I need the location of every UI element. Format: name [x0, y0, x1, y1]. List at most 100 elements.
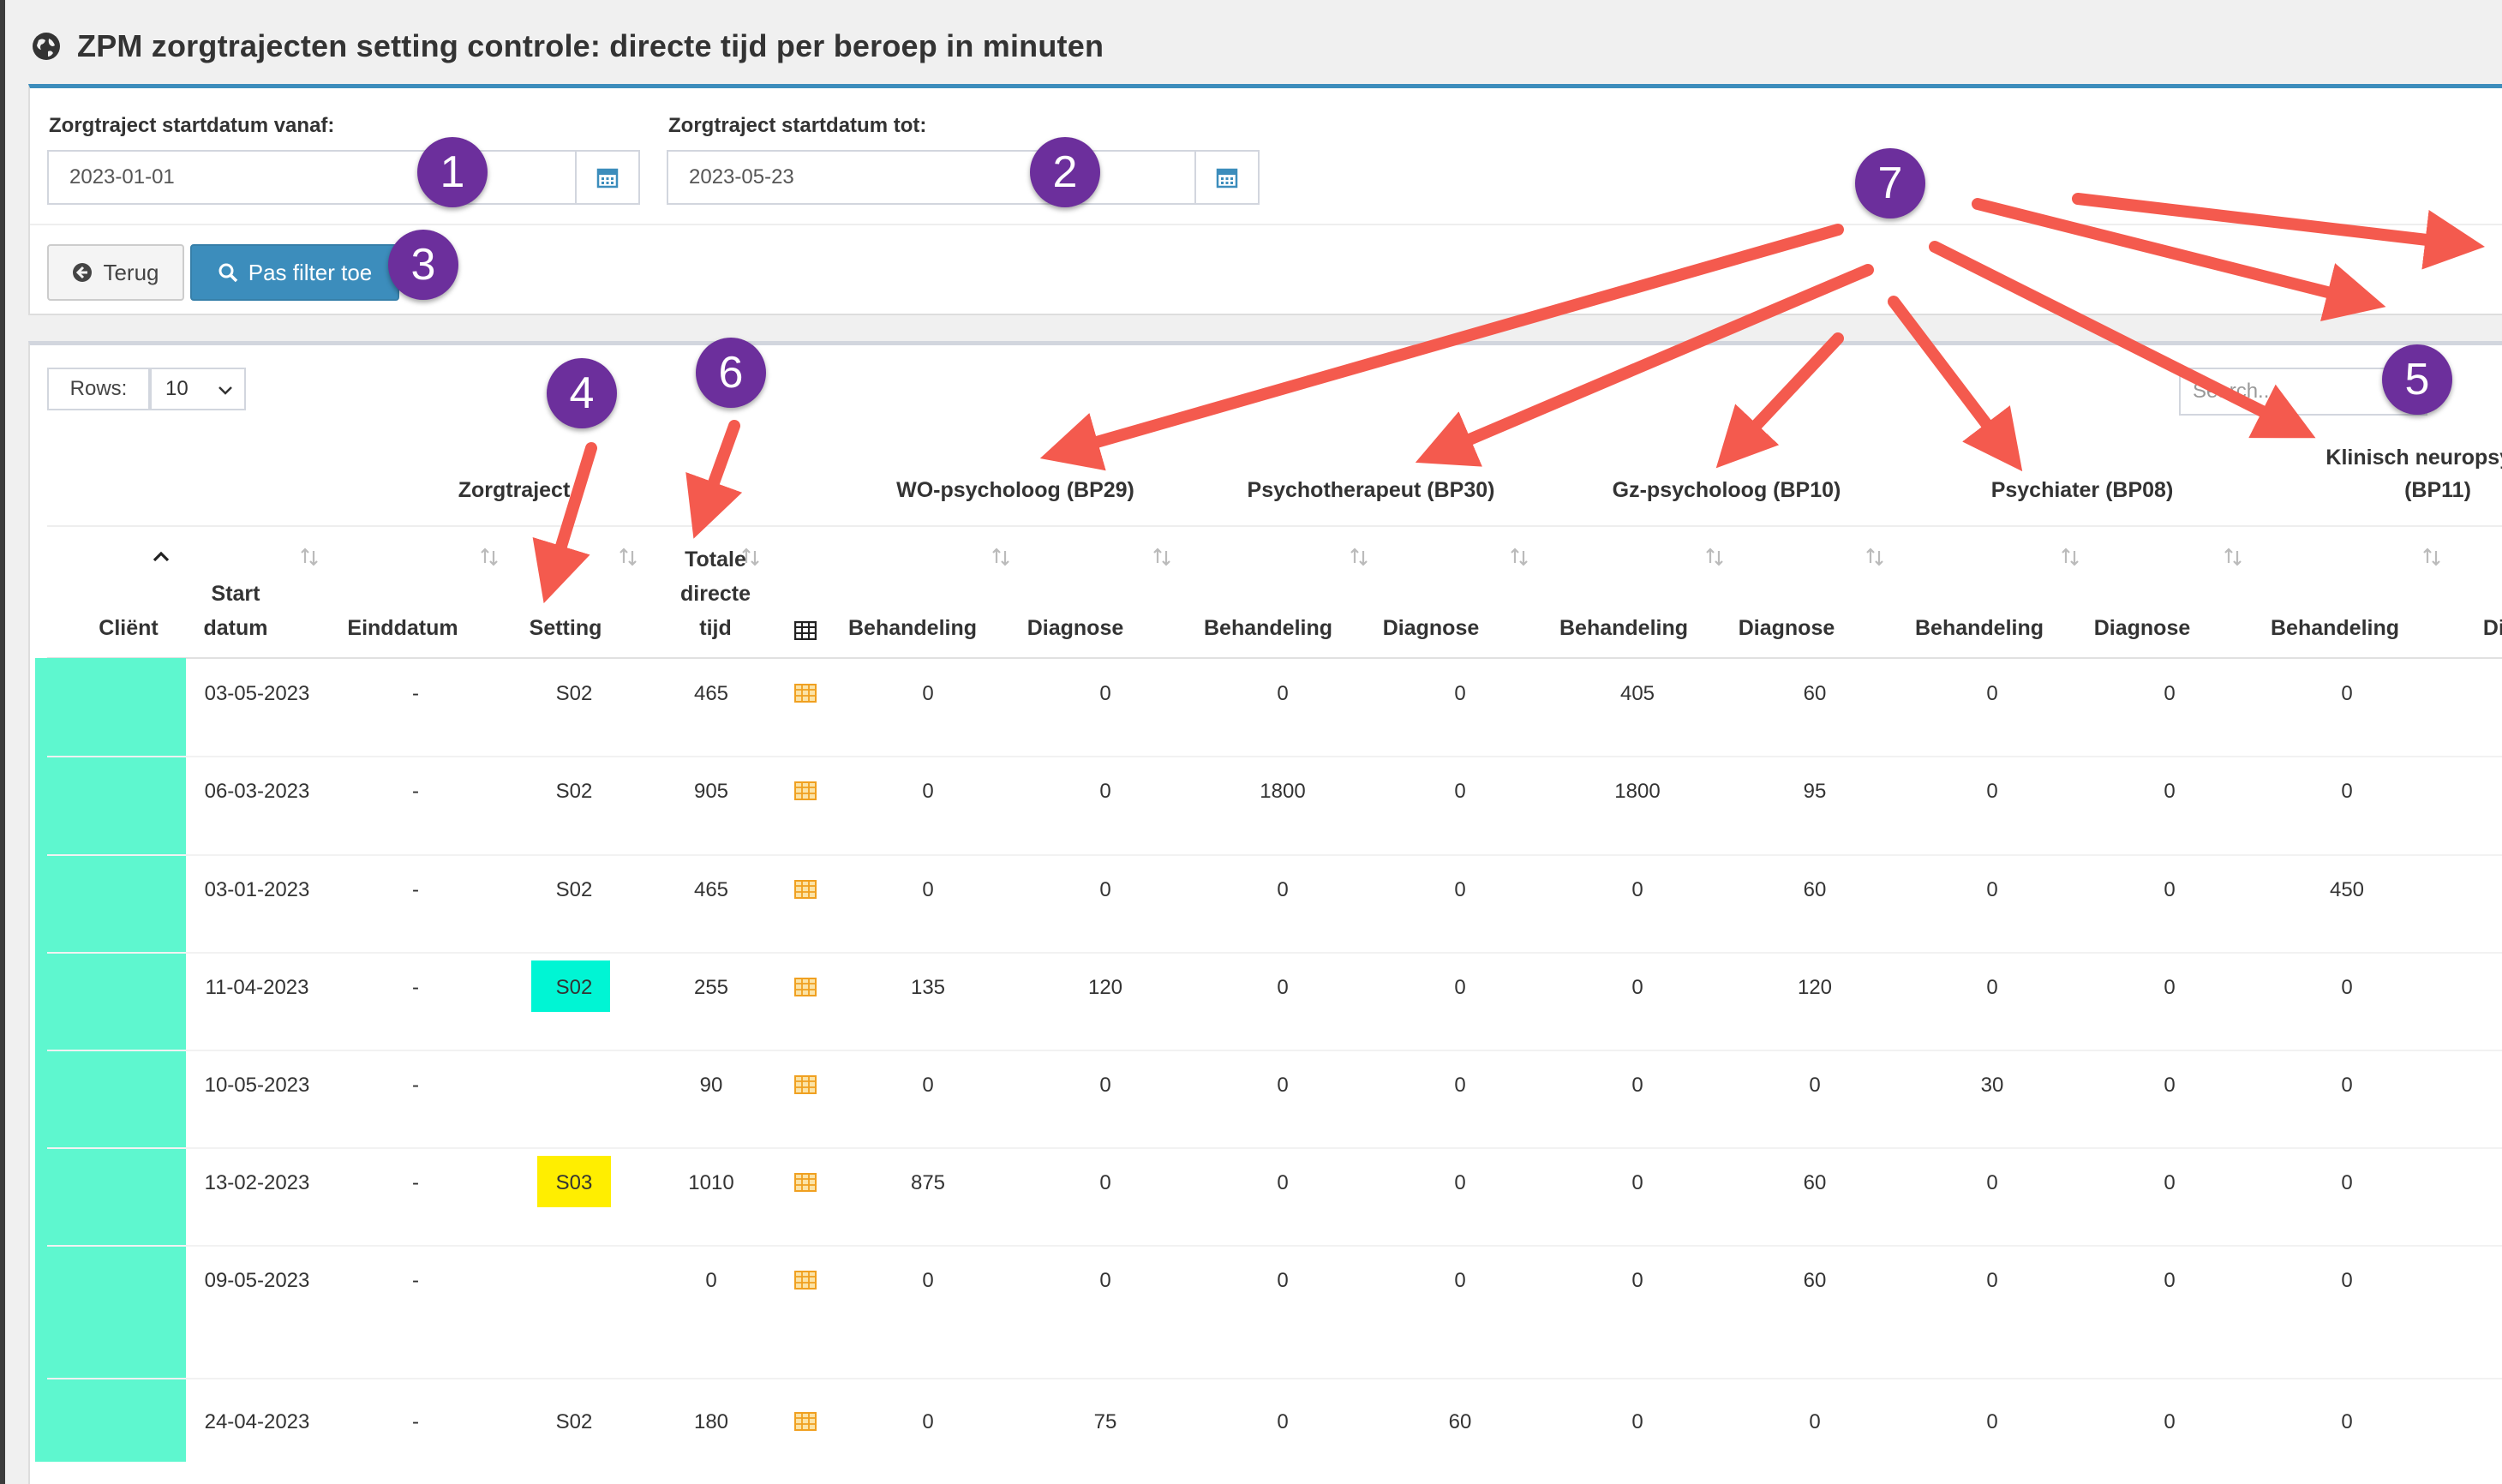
cell-value: 120: [1087, 976, 1123, 999]
cell-value: 0: [2164, 1410, 2176, 1433]
group-header-zorgtraject: Zorgtraject: [458, 478, 571, 502]
cell-value: 0: [2164, 1269, 2176, 1292]
cell-start-date: 06-03-2023: [204, 780, 310, 803]
cell-value: 0: [1099, 878, 1111, 901]
cell-value: 0: [1277, 1269, 1289, 1292]
setting-highlight: [531, 960, 610, 1012]
annotation-badge-5: 5: [2382, 344, 2452, 415]
sort-icon[interactable]: [1350, 548, 1368, 566]
sort-asc-icon[interactable]: [152, 548, 171, 566]
annotation-badge-4: 4: [547, 358, 617, 428]
cell-value: 0: [2164, 1171, 2176, 1194]
column-header-diagnose[interactable]: Diagnose: [1382, 616, 1480, 640]
cell-value: 0: [2341, 1074, 2353, 1097]
start-to-calendar-button[interactable]: [1194, 150, 1260, 205]
row-separator: [47, 952, 2502, 954]
cell-value: 875: [910, 1171, 946, 1194]
start-from-calendar-button[interactable]: [575, 150, 640, 205]
column-header-start-line2[interactable]: datum: [203, 616, 268, 640]
table-detail-icon[interactable]: [794, 684, 817, 703]
header-divider: [47, 657, 2502, 659]
sort-icon[interactable]: [619, 548, 637, 566]
annotation-arrow-7a: [1039, 224, 1844, 471]
table-detail-icon[interactable]: [794, 1173, 817, 1192]
annotation-arrow-7f: [1972, 198, 2386, 321]
column-header-diagnose[interactable]: Diagnose: [2093, 616, 2191, 640]
globe-icon: [33, 33, 60, 60]
sort-icon[interactable]: [991, 548, 1010, 566]
sort-icon[interactable]: [741, 548, 760, 566]
apply-filter-button[interactable]: Pas filter toe: [190, 244, 399, 301]
cell-value: 0: [1986, 878, 1998, 901]
cell-value: 0: [1631, 976, 1643, 999]
cell-value: 0: [2341, 682, 2353, 705]
annotation-arrow-6: [685, 420, 743, 539]
table-detail-icon[interactable]: [794, 978, 817, 996]
table-detail-icon[interactable]: [794, 1271, 817, 1290]
cell-value: 0: [1986, 1269, 1998, 1292]
sort-icon[interactable]: [2224, 548, 2242, 566]
back-button-label: Terug: [103, 259, 159, 285]
cell-value: 30: [1980, 1074, 2004, 1097]
cell-value: 0: [2341, 1171, 2353, 1194]
cell-value: 0: [922, 1269, 934, 1292]
cell-total-time: 465: [693, 682, 729, 705]
column-header-setting[interactable]: Setting: [529, 616, 602, 640]
table-detail-icon[interactable]: [794, 1412, 817, 1431]
calendar-icon: [596, 168, 619, 188]
cell-value: 0: [922, 780, 934, 803]
sort-icon[interactable]: [1705, 548, 1724, 566]
sort-icon[interactable]: [2061, 548, 2080, 566]
column-header-start-line1[interactable]: Start: [211, 582, 260, 606]
column-header-diagnose-partial[interactable]: Diag: [2482, 616, 2502, 640]
sort-icon[interactable]: [480, 548, 499, 566]
group-header-bp29: WO-psycholoog (BP29): [896, 478, 1134, 502]
cell-value: 0: [1454, 976, 1466, 999]
client-cell-highlight: [35, 658, 186, 1462]
sort-icon[interactable]: [1510, 548, 1529, 566]
column-header-total-line1[interactable]: Totale: [685, 548, 746, 571]
table-detail-icon[interactable]: [794, 1075, 817, 1094]
group-header-bp11-line1: Klinisch neuropsycho: [2325, 446, 2502, 470]
cell-value: 95: [1803, 780, 1827, 803]
table-detail-icon[interactable]: [794, 781, 817, 800]
back-button[interactable]: Terug: [47, 244, 184, 301]
cell-value: 405: [1619, 682, 1655, 705]
column-header-total-line2[interactable]: directe: [680, 582, 751, 606]
sort-icon[interactable]: [1152, 548, 1171, 566]
column-header-behandeling[interactable]: Behandeling: [1203, 616, 1332, 640]
sort-icon[interactable]: [1865, 548, 1884, 566]
column-header-behandeling[interactable]: Behandeling: [2270, 616, 2399, 640]
column-header-behandeling[interactable]: Behandeling: [847, 616, 977, 640]
cell-value: 0: [1099, 1074, 1111, 1097]
annotation-badge-7: 7: [1855, 148, 1925, 218]
table-detail-icon[interactable]: [794, 880, 817, 899]
column-header-behandeling[interactable]: Behandeling: [1559, 616, 1688, 640]
cell-value: 0: [2341, 1269, 2353, 1292]
column-header-diagnose[interactable]: Diagnose: [1738, 616, 1835, 640]
cell-value: 0: [1986, 682, 1998, 705]
cell-end-date: -: [412, 976, 419, 999]
rows-select[interactable]: 10: [150, 368, 246, 410]
cell-value: 0: [1099, 780, 1111, 803]
sort-icon[interactable]: [2422, 548, 2441, 566]
cell-value: 1800: [1260, 780, 1306, 803]
column-header-total-line3[interactable]: tijd: [699, 616, 732, 640]
cell-value: 0: [1454, 1269, 1466, 1292]
start-from-input[interactable]: 2023-01-01: [47, 150, 577, 205]
cell-value: 0: [1277, 1074, 1289, 1097]
column-header-end[interactable]: Einddatum: [347, 616, 458, 640]
cell-start-date: 03-05-2023: [204, 682, 310, 705]
setting-highlight: [537, 1156, 611, 1207]
cell-value: 0: [1986, 976, 1998, 999]
page-title-text: ZPM zorgtrajecten setting controle: dire…: [77, 28, 1104, 63]
cell-value: 0: [1099, 1269, 1111, 1292]
annotation-badge-6: 6: [696, 338, 766, 408]
column-header-diagnose[interactable]: Diagnose: [1027, 616, 1124, 640]
annotation-arrow-4: [532, 442, 597, 604]
column-header-client[interactable]: Cliënt: [99, 616, 159, 640]
sort-icon[interactable]: [300, 548, 319, 566]
column-header-behandeling[interactable]: Behandeling: [1914, 616, 2044, 640]
cell-value: 0: [1454, 878, 1466, 901]
left-edge: [0, 0, 5, 1484]
